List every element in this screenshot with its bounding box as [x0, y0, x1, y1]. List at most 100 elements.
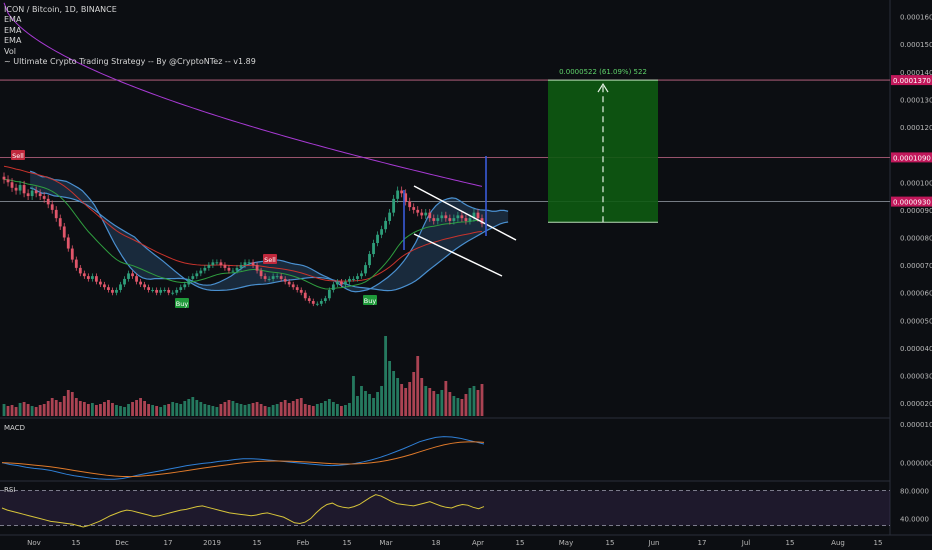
volume-bar [323, 401, 327, 416]
volume-bar [319, 403, 323, 416]
candle-body [287, 281, 291, 285]
candle-body [78, 267, 82, 274]
candle-body [22, 185, 26, 194]
volume-bar [30, 406, 34, 416]
candle-body [247, 262, 251, 264]
volume-bar [235, 403, 239, 416]
candle-body [2, 176, 6, 180]
candle-body [103, 284, 106, 288]
volume-bar [380, 386, 383, 416]
candle-body [424, 212, 428, 216]
time-tick-label: 15 [72, 539, 81, 547]
candle-body [219, 262, 223, 266]
ema-slow-line [3, 2, 483, 187]
volume-bar [372, 398, 375, 416]
candle-body [444, 215, 448, 219]
volume-bar [70, 392, 74, 416]
volume-bar [352, 376, 355, 416]
candle-body [327, 289, 331, 299]
candle-body [66, 237, 70, 249]
channel-upper-line [413, 185, 517, 241]
candle-body [307, 298, 311, 302]
volume-bar [456, 398, 460, 416]
volume-bar [175, 403, 179, 416]
price-tag-label: 0.0001370 [893, 77, 931, 85]
candle-body [255, 265, 259, 271]
signal-badge [175, 298, 189, 308]
cloud-span-b [29, 187, 509, 292]
time-tick-label: 15 [253, 539, 262, 547]
volume-bar [123, 407, 126, 416]
candle-body [275, 276, 279, 278]
legend-vol[interactable]: Vol [4, 46, 16, 56]
volume-bar [271, 405, 275, 416]
volume-bar [231, 401, 235, 416]
volume-bar [436, 394, 440, 416]
volume-bar [14, 407, 18, 416]
volume-bar [139, 398, 142, 416]
macd-pane-label: MACD [4, 424, 25, 432]
volume-bar [392, 371, 396, 416]
candle-body [420, 212, 424, 216]
legend-ema-1[interactable]: EMA [4, 15, 22, 25]
time-tick-label: May [559, 539, 573, 547]
candle-body [115, 289, 118, 293]
legend-ema-3[interactable]: EMA [4, 36, 22, 46]
candle-body [295, 287, 299, 290]
volume-bar [287, 403, 291, 416]
candle-body [448, 218, 452, 221]
volume-bar [62, 396, 66, 416]
candle-body [259, 270, 263, 277]
candle-body [299, 289, 303, 293]
volume-bar [279, 402, 283, 416]
ema-fast-line [3, 179, 483, 290]
time-tick-label: 18 [432, 539, 441, 547]
candle-body [119, 284, 122, 290]
volume-bar [432, 391, 436, 416]
candle-body [199, 270, 203, 274]
legend-ema-2[interactable]: EMA [4, 25, 22, 35]
volume-bar [78, 401, 82, 416]
candle-body [440, 215, 444, 219]
candle-body [90, 276, 94, 279]
candle-body [235, 267, 239, 271]
candle-body [408, 201, 412, 208]
volume-bar [82, 402, 86, 416]
ichimoku-cloud [30, 171, 509, 292]
volume-bar [476, 390, 480, 416]
candle-body [50, 204, 54, 210]
volume-bar [408, 382, 412, 416]
legend-strategy[interactable]: ~ Ultimate Crypto Trading Strategy -- By… [4, 57, 256, 67]
candle-body [239, 265, 243, 268]
volume-bar [356, 396, 359, 416]
candle-body [271, 276, 275, 279]
volume-bar [404, 388, 408, 416]
volume-bar [424, 386, 428, 416]
candle-body [279, 276, 283, 279]
volume-bar [66, 390, 70, 416]
volume-bar [295, 399, 299, 416]
macd-signal-line [1, 441, 485, 478]
time-tick-label: Dec [115, 539, 129, 547]
volume-bar [223, 402, 227, 416]
candle-body [155, 289, 159, 293]
candle-body [251, 262, 255, 266]
candle-body [360, 273, 363, 277]
volume-bar [159, 407, 163, 416]
candle-body [14, 187, 18, 191]
price-tag-bg [891, 75, 932, 86]
candle-body [82, 273, 86, 277]
candle-body [384, 220, 387, 230]
volume-bar [22, 402, 26, 416]
candle-body [472, 212, 476, 219]
volume-bar [472, 386, 476, 416]
candle-body [211, 262, 215, 266]
volume-bar [335, 404, 339, 416]
